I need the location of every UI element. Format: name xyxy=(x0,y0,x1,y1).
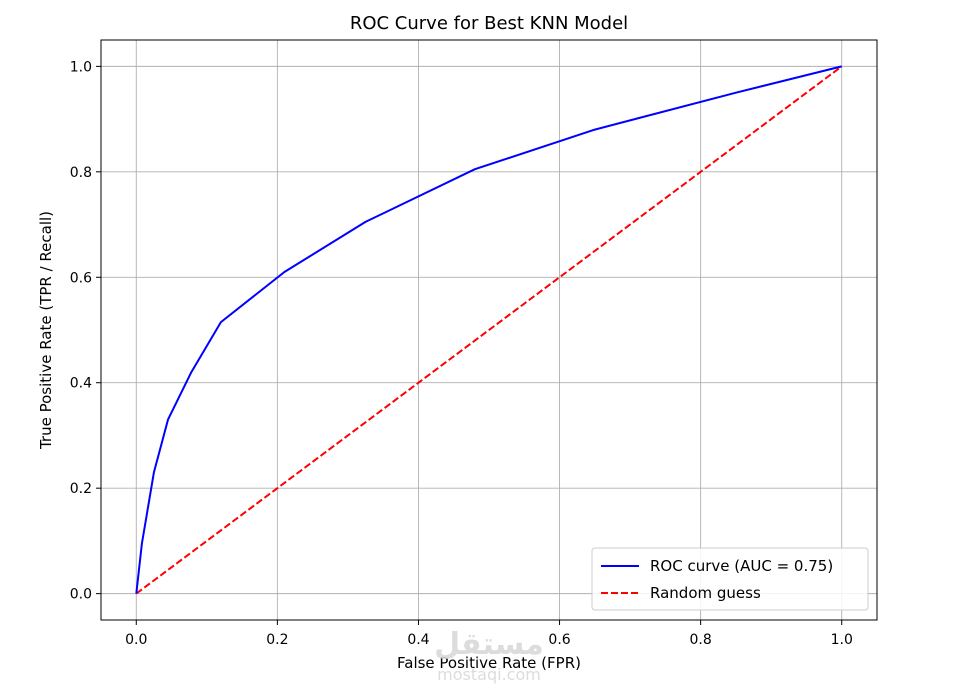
x-tick-label: 0.0 xyxy=(125,632,147,648)
y-tick-label: 0.2 xyxy=(70,481,92,497)
legend-random-label: Random guess xyxy=(650,584,761,602)
legend: ROC curve (AUC = 0.75) Random guess xyxy=(591,547,869,611)
y-tick-label: 0.8 xyxy=(70,165,92,181)
x-tick-label: 1.0 xyxy=(831,632,853,648)
x-tick-label: 0.4 xyxy=(407,632,429,648)
watermark-logo: مستقل mostaqi.com xyxy=(434,627,544,684)
random-guess-line xyxy=(135,65,843,595)
legend-roc-label: ROC curve (AUC = 0.75) xyxy=(650,557,833,575)
x-axis-ticks: 0.0 0.2 0.4 0.6 0.8 1.0 xyxy=(125,620,853,648)
x-tick-label: 0.2 xyxy=(266,632,288,648)
plot-frame xyxy=(100,39,878,621)
y-tick-label: 0.0 xyxy=(70,587,92,603)
grid xyxy=(101,40,877,620)
watermark-latin: mostaqi.com xyxy=(437,665,541,684)
y-tick-label: 0.6 xyxy=(70,270,92,286)
y-tick-label: 0.4 xyxy=(70,376,92,392)
series-layer xyxy=(135,65,843,595)
roc-curve-line xyxy=(135,65,842,594)
chart-title: ROC Curve for Best KNN Model xyxy=(350,13,628,34)
y-axis-ticks: 0.0 0.2 0.4 0.6 0.8 1.0 xyxy=(70,59,101,603)
y-axis-title: True Positive Rate (TPR / Recall) xyxy=(37,211,55,450)
y-tick-label: 1.0 xyxy=(70,59,92,75)
legend-box xyxy=(591,547,869,611)
x-tick-label: 0.8 xyxy=(690,632,712,648)
x-tick-label: 0.6 xyxy=(548,632,570,648)
x-axis-title: False Positive Rate (FPR) xyxy=(397,654,581,672)
watermark-arabic: مستقل xyxy=(434,627,544,662)
